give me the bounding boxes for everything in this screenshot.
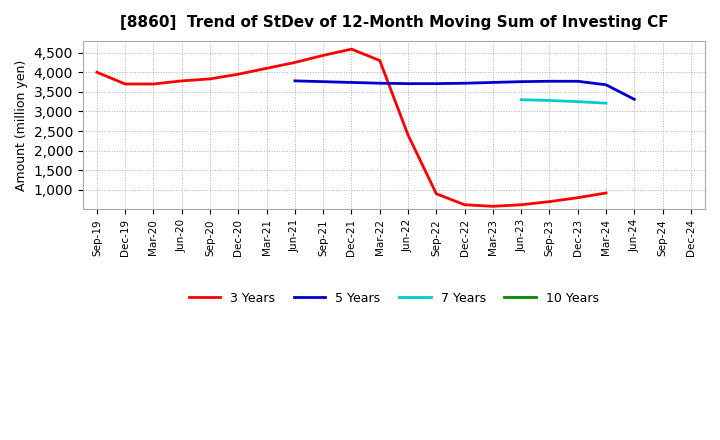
- 5 Years: [319, 79, 328, 84]
- 3 Years: [489, 204, 498, 209]
- Line: 3 Years: 3 Years: [97, 49, 606, 206]
- 3 Years: [573, 195, 582, 200]
- 3 Years: [432, 191, 441, 196]
- 3 Years: [545, 199, 554, 204]
- 5 Years: [375, 81, 384, 86]
- 3 Years: [93, 70, 102, 75]
- 3 Years: [149, 81, 158, 87]
- 3 Years: [234, 72, 243, 77]
- Legend: 3 Years, 5 Years, 7 Years, 10 Years: 3 Years, 5 Years, 7 Years, 10 Years: [184, 286, 603, 309]
- 3 Years: [262, 66, 271, 71]
- 3 Years: [347, 47, 356, 52]
- 3 Years: [206, 76, 215, 81]
- 3 Years: [517, 202, 526, 207]
- 3 Years: [375, 58, 384, 63]
- 5 Years: [460, 81, 469, 86]
- Line: 7 Years: 7 Years: [521, 100, 606, 103]
- 3 Years: [460, 202, 469, 207]
- 5 Years: [573, 79, 582, 84]
- 5 Years: [347, 80, 356, 85]
- 3 Years: [404, 132, 413, 138]
- Title: [8860]  Trend of StDev of 12-Month Moving Sum of Investing CF: [8860] Trend of StDev of 12-Month Moving…: [120, 15, 668, 30]
- 7 Years: [602, 101, 611, 106]
- 3 Years: [177, 78, 186, 84]
- 5 Years: [404, 81, 413, 86]
- 3 Years: [319, 53, 328, 58]
- 5 Years: [545, 79, 554, 84]
- 7 Years: [517, 97, 526, 103]
- 5 Years: [432, 81, 441, 86]
- 7 Years: [573, 99, 582, 104]
- Line: 5 Years: 5 Years: [295, 81, 634, 99]
- 3 Years: [291, 60, 300, 65]
- 5 Years: [517, 79, 526, 84]
- 5 Years: [489, 80, 498, 85]
- 3 Years: [602, 191, 611, 196]
- 5 Years: [630, 97, 639, 102]
- 5 Years: [291, 78, 300, 84]
- 7 Years: [545, 98, 554, 103]
- 3 Years: [121, 81, 130, 87]
- 5 Years: [602, 82, 611, 88]
- Y-axis label: Amount (million yen): Amount (million yen): [15, 59, 28, 191]
